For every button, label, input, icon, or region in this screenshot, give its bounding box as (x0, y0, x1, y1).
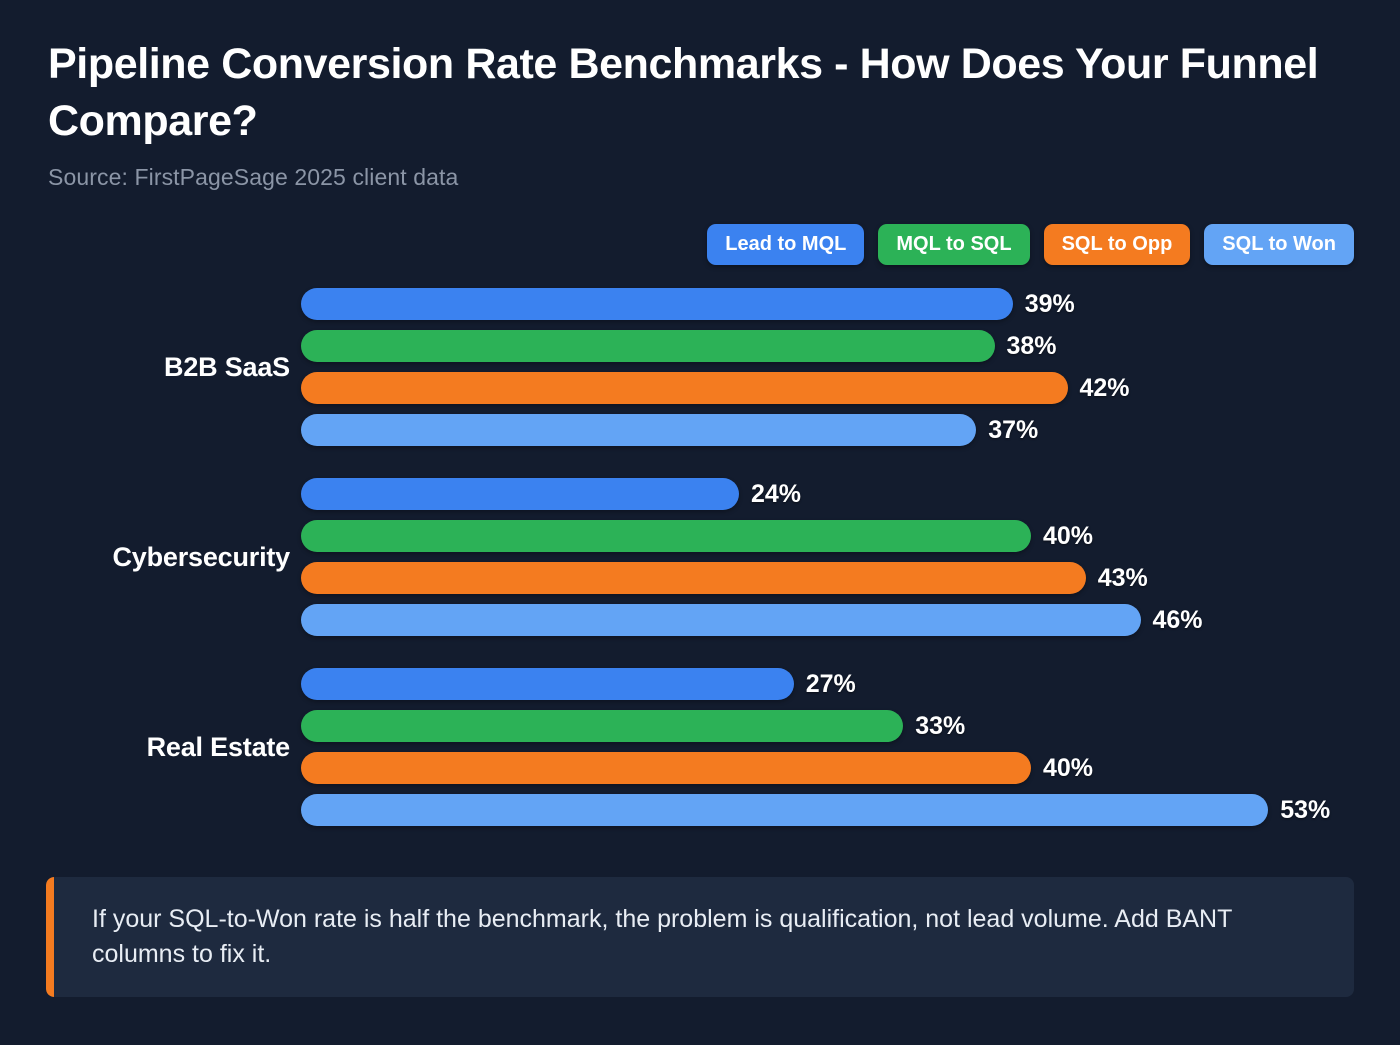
category-label: Real Estate (146, 731, 291, 762)
bar-value-label: 42% (1079, 373, 1130, 402)
bar-mql-to-sql[interactable] (301, 520, 1031, 552)
bar-row: 33% (301, 710, 1400, 742)
bar-row: 43% (301, 562, 1400, 594)
bar-group: B2B SaaS 39% 38% 42% 37% (0, 288, 1400, 446)
bar-lead-to-mql[interactable] (301, 288, 1013, 320)
bar-value-label: 27% (805, 669, 856, 698)
bar-value-label: 24% (751, 479, 802, 508)
bar-sql-to-opp[interactable] (301, 372, 1068, 404)
bar-sql-to-won[interactable] (301, 604, 1141, 636)
bar-row: 46% (301, 604, 1400, 636)
bar-stack: 27% 33% 40% 53% (301, 668, 1400, 826)
bar-value-label: 53% (1280, 795, 1331, 824)
category-label: Cybersecurity (112, 541, 291, 572)
bar-value-label: 43% (1097, 563, 1148, 592)
bar-value-label: 38% (1006, 331, 1057, 360)
bar-group: Real Estate 27% 33% 40% 53% (0, 668, 1400, 826)
chart-title: Pipeline Conversion Rate Benchmarks - Ho… (48, 40, 1319, 146)
bar-group: Cybersecurity 24% 40% 43% 46% (0, 478, 1400, 636)
legend-item-lead-to-mql[interactable]: Lead to MQL (707, 224, 865, 265)
legend-item-mql-to-sql[interactable]: MQL to SQL (878, 224, 1030, 265)
legend-item-sql-to-won[interactable]: SQL to Won (1204, 224, 1354, 265)
chart-legend: Lead to MQL MQL to SQL SQL to Opp SQL to Wo… (707, 224, 1354, 265)
bar-row: 40% (301, 752, 1400, 784)
bar-row: 42% (301, 372, 1400, 404)
bar-row: 38% (301, 330, 1400, 362)
bar-sql-to-won[interactable] (301, 414, 977, 446)
bar-sql-to-won[interactable] (301, 794, 1269, 826)
legend-item-sql-to-opp[interactable]: SQL to Opp (1043, 224, 1191, 265)
bar-mql-to-sql[interactable] (301, 710, 904, 742)
bar-value-label: 33% (915, 711, 966, 740)
bar-row: 39% (301, 288, 1400, 320)
bar-row: 27% (301, 668, 1400, 700)
bar-value-label: 37% (988, 415, 1039, 444)
bar-value-label: 40% (1043, 753, 1094, 782)
bar-value-label: 46% (1152, 605, 1203, 634)
bar-lead-to-mql[interactable] (301, 668, 794, 700)
bar-stack: 24% 40% 43% 46% (301, 478, 1400, 636)
chart-plot-area: B2B SaaS 39% 38% 42% 37% Cybersecurity 24% 40% 4… (0, 288, 1400, 850)
bar-value-label: 39% (1024, 289, 1075, 318)
callout-text: If your SQL-to-Won rate is half the benc… (92, 904, 1232, 969)
chart-subtitle: Source: FirstPageSage 2025 client data (48, 164, 459, 191)
bar-value-label: 40% (1043, 521, 1094, 550)
category-label: B2B SaaS (164, 351, 290, 382)
bar-row: 37% (301, 414, 1400, 446)
bar-sql-to-opp[interactable] (301, 562, 1086, 594)
bar-row: 24% (301, 478, 1400, 510)
bar-row: 40% (301, 520, 1400, 552)
bar-stack: 39% 38% 42% 37% (301, 288, 1400, 446)
bar-lead-to-mql[interactable] (301, 478, 739, 510)
bar-mql-to-sql[interactable] (301, 330, 995, 362)
bar-sql-to-opp[interactable] (301, 752, 1031, 784)
bar-row: 53% (301, 794, 1400, 826)
insight-callout: If your SQL-to-Won rate is half the benc… (46, 877, 1354, 997)
callout-accent-bar (46, 877, 54, 997)
chart-header: Pipeline Conversion Rate Benchmarks - Ho… (48, 36, 1358, 191)
